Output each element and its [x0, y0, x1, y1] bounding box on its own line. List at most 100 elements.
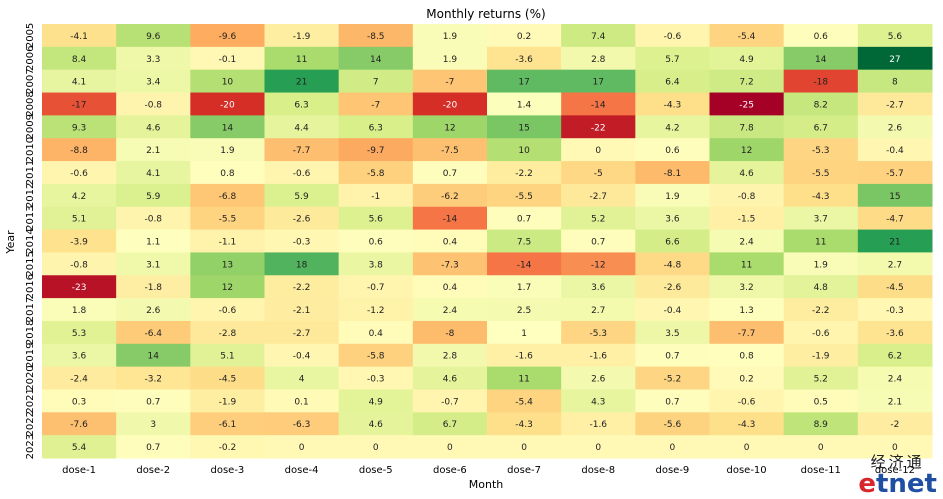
heatmap-cell [264, 92, 340, 116]
heatmap-cell [412, 46, 488, 71]
cell-value-label: 0.2 [517, 32, 531, 42]
cell-value-label: -20 [220, 100, 235, 110]
cell-value-label: -0.2 [219, 443, 237, 453]
heatmap-cell [116, 183, 191, 208]
heatmap-cell [783, 183, 859, 208]
heatmap-cell [857, 69, 933, 94]
cell-value-label: 2.8 [443, 352, 458, 362]
cell-value-label: -2.7 [886, 100, 904, 110]
cell-value-label: 4.6 [739, 169, 754, 179]
heatmap-cell [487, 183, 562, 208]
cell-value-label: -2.7 [589, 192, 607, 202]
x-tick-label: dose-11 [801, 465, 841, 476]
cell-value-label: -7.7 [293, 146, 311, 156]
chart-title: Monthly returns (%) [426, 7, 545, 21]
cell-value-label: 0 [595, 443, 601, 453]
cell-value-label: -7.3 [441, 260, 459, 270]
heatmap-cell [487, 138, 562, 162]
heatmap-cell [709, 206, 785, 231]
heatmap-cell [264, 389, 340, 413]
cell-value-label: -23 [72, 283, 87, 293]
cell-value-label: 3.6 [72, 352, 87, 362]
heatmap-cell [412, 343, 488, 368]
heatmap-cell [857, 92, 933, 116]
x-tick-label: dose-7 [507, 465, 541, 476]
cell-value-label: -6.1 [219, 420, 237, 430]
cell-value-label: 14 [222, 123, 234, 133]
y-tick-label: 2017 [25, 297, 36, 322]
cell-value-label: 0 [595, 146, 601, 156]
cell-value-label: 4.6 [146, 123, 161, 133]
heatmap-cell [190, 69, 265, 94]
heatmap-cell [190, 275, 265, 299]
heatmap-cell [783, 24, 859, 48]
cell-value-label: 1.9 [814, 260, 829, 270]
cell-value-label: -3.2 [144, 375, 162, 385]
cell-value-label: -2.1 [293, 306, 311, 316]
heatmap-cell [783, 69, 859, 94]
cell-value-label: 15 [518, 123, 529, 133]
cell-value-label: -5.8 [367, 169, 385, 179]
heatmap-cell [412, 183, 488, 208]
heatmap-cell [338, 252, 414, 276]
cell-value-label: 1.7 [517, 283, 531, 293]
cell-value-label: 12 [741, 146, 752, 156]
heatmap-cell [709, 252, 785, 276]
watermark-chinese-text: 经济通 [870, 453, 925, 471]
cell-value-label: -4.5 [886, 283, 904, 293]
heatmap-cell [190, 229, 265, 253]
heatmap-cell [264, 275, 340, 299]
cell-value-label: 0.8 [739, 352, 754, 362]
heatmap-cell [42, 92, 117, 116]
heatmap-cell [42, 389, 117, 413]
heatmap-cell [857, 252, 933, 276]
cell-value-label: -1.5 [738, 215, 756, 225]
heatmap-cell [487, 92, 562, 116]
cell-value-label: -0.8 [144, 100, 162, 110]
cell-value-label: 0.1 [294, 397, 308, 407]
heatmap-cell [783, 275, 859, 299]
x-tick-label: dose-6 [433, 465, 467, 476]
heatmap-cell [264, 229, 340, 253]
cell-value-label: -1.2 [367, 306, 385, 316]
cell-value-label: -4.5 [219, 375, 237, 385]
etnet-watermark-logo: 经济通 etnet [858, 451, 937, 497]
cell-value-label: 14 [148, 352, 160, 362]
cell-value-label: 12 [222, 283, 233, 293]
cell-value-label: 3.6 [665, 215, 680, 225]
heatmap-cell [561, 252, 636, 276]
heatmap-cell [42, 183, 117, 208]
cell-value-label: 0.7 [665, 397, 679, 407]
heatmap-cell [190, 138, 265, 162]
heatmap-cell [783, 435, 859, 459]
heatmap-cell [783, 229, 859, 253]
y-tick-label: 2019 [25, 342, 36, 367]
cell-value-label: 4.2 [72, 192, 86, 202]
heatmap-cell [561, 412, 636, 436]
cell-value-label: -14 [443, 215, 458, 225]
heatmap-cell [116, 161, 191, 185]
y-tick-label: 2005 [25, 23, 36, 48]
heatmap-cell [783, 366, 859, 390]
heatmap-cell [783, 138, 859, 162]
cell-value-label: -0.8 [70, 260, 88, 270]
heatmap-cell [190, 92, 265, 116]
heatmap-cell [116, 69, 191, 94]
cell-value-label: -0.8 [738, 192, 756, 202]
y-tick-label: 2015 [25, 251, 36, 276]
cell-value-label: -9.7 [367, 146, 385, 156]
heatmap-cell [561, 46, 636, 71]
heatmap-cell [487, 24, 562, 48]
cell-value-label: 1 [521, 329, 527, 339]
cell-value-label: 5.7 [665, 55, 679, 65]
heatmap-cell [116, 229, 191, 253]
x-tick-label: dose-8 [581, 465, 615, 476]
y-tick-labels: 2005200620072008200920102011201220132014… [25, 23, 36, 460]
cell-value-label: -2.6 [293, 215, 311, 225]
cell-value-label: -4.3 [515, 420, 533, 430]
heatmap-cell [338, 229, 414, 253]
heatmap-cell [561, 138, 636, 162]
cell-value-label: 9.3 [72, 123, 86, 133]
heatmap-cell [709, 161, 785, 185]
heatmap-cell [264, 138, 340, 162]
